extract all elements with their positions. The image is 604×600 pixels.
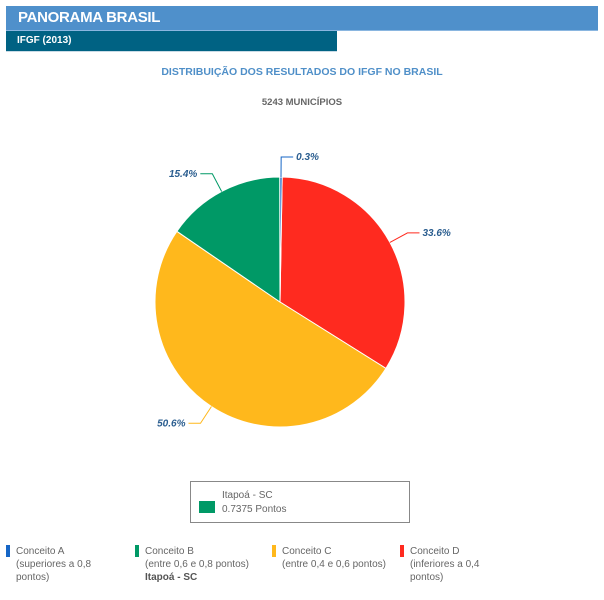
chart-subtitle: 5243 MUNICÍPIOS — [261, 97, 343, 108]
legend-swatch — [272, 545, 276, 557]
tooltip-name: Itapoá - SC — [222, 490, 273, 501]
tooltip: Itapoá - SC 0.7375 Pontos — [190, 481, 410, 523]
data-label: 50.6% — [157, 418, 185, 429]
legend-desc: (inferiores a 0,4 — [410, 559, 480, 570]
legend-item-a[interactable]: Conceito A (superiores a 0,8 pontos) — [6, 545, 92, 584]
legend-item-c[interactable]: Conceito C (entre 0,4 e 0,6 pontos) — [272, 545, 386, 571]
pie-slice-conceito-d[interactable] — [279, 176, 406, 370]
legend-swatch — [135, 545, 139, 557]
data-label-connector — [188, 406, 212, 424]
legend-item-d[interactable]: Conceito D (inferiores a 0,4 pontos) — [400, 545, 480, 584]
data-label: 0.3% — [296, 152, 319, 163]
legend-desc: (entre 0,4 e 0,6 pontos) — [282, 559, 386, 570]
data-label-connector — [280, 156, 294, 178]
data-label-connector — [389, 232, 420, 243]
legend-swatch — [400, 545, 404, 557]
pie-slice-conceito-c[interactable] — [154, 230, 387, 428]
data-label: 33.6% — [422, 228, 450, 239]
header-title: PANORAMA BRASIL — [18, 9, 161, 26]
legend-title: Conceito A — [16, 546, 65, 557]
legend-desc: (entre 0,6 e 0,8 pontos) — [145, 559, 249, 570]
data-label: 15.4% — [169, 169, 197, 180]
data-label-connector — [200, 173, 223, 192]
legend-item-b[interactable]: Conceito B (entre 0,6 e 0,8 pontos) Itapoá… — [135, 545, 249, 584]
pie-slice-conceito-b[interactable] — [176, 176, 281, 303]
tooltip-value: 0.7375 Pontos — [222, 504, 287, 515]
legend-swatch — [6, 545, 10, 557]
panorama-header: PANORAMA BRASIL — [6, 6, 598, 31]
indicator-tab[interactable]: IFGF (2013) — [6, 31, 337, 52]
indicator-label: IFGF (2013) — [17, 35, 72, 46]
legend-title: Conceito C — [282, 546, 332, 557]
legend-title: Conceito D — [410, 546, 460, 557]
legend-title: Conceito B — [145, 546, 194, 557]
legend-selected-municipality: Itapoá - SC — [145, 572, 198, 583]
legend-desc: pontos) — [16, 572, 50, 583]
tooltip-swatch — [199, 501, 215, 513]
legend-desc: pontos) — [410, 572, 444, 583]
chart-title: DISTRIBUIÇÃO DOS RESULTADOS DO IFGF NO B… — [161, 66, 443, 78]
legend-desc: (superiores a 0,8 — [16, 559, 92, 570]
